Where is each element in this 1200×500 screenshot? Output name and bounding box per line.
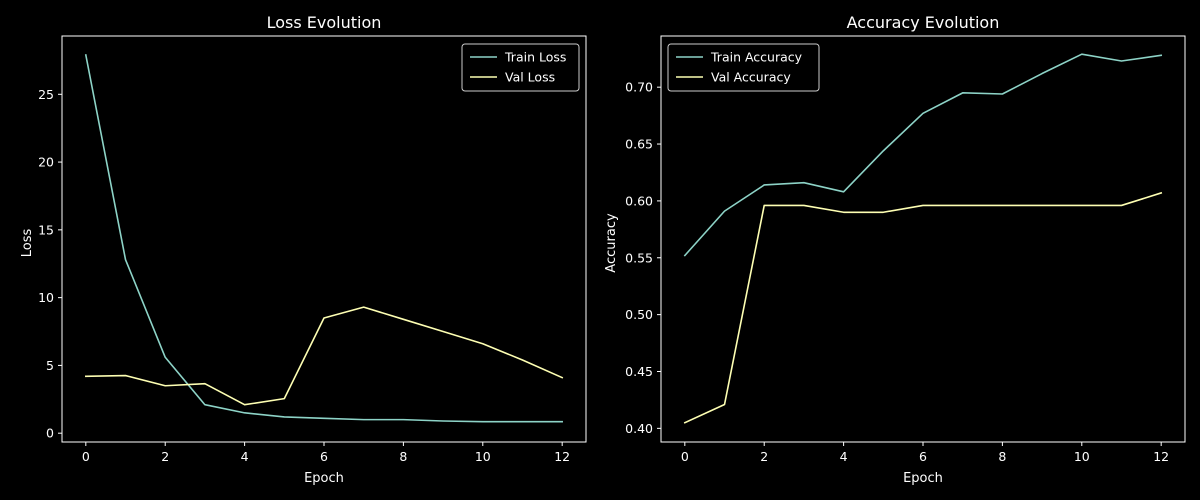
y-tick-label: 0.50 bbox=[625, 307, 653, 322]
x-axis-label: Epoch bbox=[903, 471, 943, 486]
legend-label-0: Train Accuracy bbox=[710, 50, 803, 65]
series-line-0 bbox=[84, 54, 563, 423]
y-tick-label: 0.40 bbox=[625, 421, 653, 436]
y-tick-label: 0.70 bbox=[625, 80, 653, 95]
y-tick-label: 0.45 bbox=[625, 364, 653, 379]
x-tick-label: 12 bbox=[1153, 449, 1169, 464]
y-tick-label: 5 bbox=[46, 358, 54, 373]
legend-box bbox=[461, 43, 580, 92]
legend-box bbox=[667, 43, 820, 92]
chart-title: Accuracy Evolution bbox=[847, 13, 1000, 32]
series-line-1 bbox=[683, 191, 1163, 424]
x-tick-label: 10 bbox=[1074, 449, 1090, 464]
y-tick-label: 0.60 bbox=[625, 193, 653, 208]
chart-panel-0: Loss Evolution 0 2 4 6 8 10 12 0 5 10 15 20 25 Epoch Lo… bbox=[20, 13, 587, 486]
series-line-1 bbox=[85, 306, 564, 406]
x-tick-label: 4 bbox=[241, 449, 249, 464]
y-tick-label: 0 bbox=[46, 426, 54, 441]
y-tick-label: 10 bbox=[38, 290, 54, 305]
chart-title: Loss Evolution bbox=[267, 13, 382, 32]
x-tick-label: 0 bbox=[82, 449, 90, 464]
y-tick-label: 20 bbox=[38, 155, 54, 170]
series-line-0 bbox=[683, 53, 1163, 257]
y-axis-label: Accuracy bbox=[604, 213, 619, 273]
x-tick-label: 4 bbox=[840, 449, 848, 464]
x-tick-label: 6 bbox=[320, 449, 328, 464]
y-tick-label: 25 bbox=[38, 87, 54, 102]
x-tick-label: 2 bbox=[760, 449, 768, 464]
legend-label-0: Train Loss bbox=[504, 50, 566, 65]
y-tick-label: 15 bbox=[38, 222, 54, 237]
x-axis-label: Epoch bbox=[304, 471, 344, 486]
legend-label-1: Val Accuracy bbox=[711, 70, 791, 85]
legend: Train Accuracy Val Accuracy bbox=[667, 43, 820, 92]
x-tick-label: 12 bbox=[554, 449, 570, 464]
x-tick-label: 8 bbox=[998, 449, 1006, 464]
x-tick-label: 6 bbox=[919, 449, 927, 464]
x-tick-label: 0 bbox=[681, 449, 689, 464]
y-tick-label: 0.65 bbox=[625, 137, 653, 152]
x-tick-label: 2 bbox=[161, 449, 169, 464]
legend: Train Loss Val Loss bbox=[461, 43, 580, 92]
chart-panel-1: Accuracy Evolution 0 2 4 6 8 10 12 0.40 0.45 0.50 0… bbox=[604, 13, 1186, 486]
legend-label-1: Val Loss bbox=[505, 70, 555, 85]
y-tick-label: 0.55 bbox=[625, 250, 653, 265]
x-tick-label: 10 bbox=[475, 449, 491, 464]
y-axis-label: Loss bbox=[20, 229, 35, 258]
x-tick-label: 8 bbox=[399, 449, 407, 464]
